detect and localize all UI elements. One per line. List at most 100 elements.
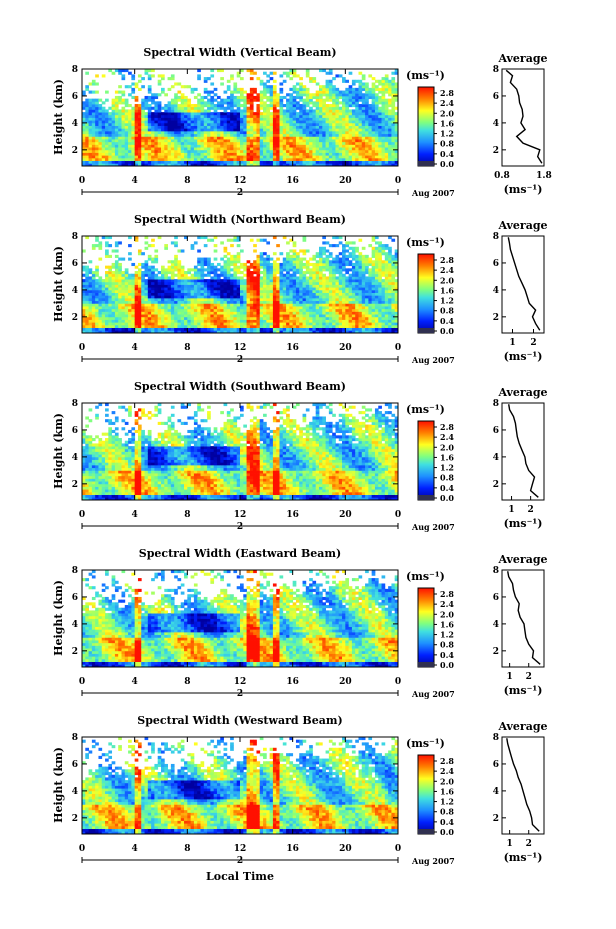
heatmap-cell	[249, 308, 254, 312]
heatmap-cell	[213, 279, 218, 283]
heatmap-cell	[85, 87, 89, 91]
heatmap-cell	[190, 133, 195, 137]
heatmap-cell	[295, 252, 300, 256]
heatmap-cell	[95, 308, 99, 312]
heatmap-cell	[190, 104, 195, 108]
heatmap-cell	[88, 157, 93, 162]
heatmap-cell	[249, 139, 254, 143]
heatmap-cell	[174, 109, 178, 113]
heatmap-cell	[210, 262, 215, 267]
heatmap-cell	[282, 128, 287, 132]
colorbar-tick-label: 0.8	[440, 139, 454, 149]
heatmap-cell	[295, 289, 300, 293]
heatmap-cell	[315, 303, 320, 307]
heatmap-cell	[286, 314, 290, 318]
heatmap-cell	[246, 133, 251, 137]
heatmap-cell	[332, 155, 336, 159]
heatmap-cell	[338, 324, 343, 329]
heatmap-cell	[95, 160, 99, 164]
heatmap-cell	[249, 128, 254, 132]
heatmap-cell	[88, 106, 93, 110]
heatmap-cell	[249, 104, 254, 108]
heatmap-cell	[111, 71, 116, 75]
heatmap-cell	[332, 308, 336, 312]
heatmap-cell	[246, 314, 251, 318]
heatmap-cell	[200, 284, 205, 288]
heatmap-cell	[332, 244, 336, 248]
heatmap-cell	[256, 155, 261, 159]
heatmap-cell	[345, 128, 350, 132]
heatmap-cell	[342, 327, 346, 331]
heatmap-cell	[207, 125, 211, 129]
heatmap-cell	[266, 292, 271, 296]
heatmap-cell	[141, 149, 145, 153]
heatmap-cell	[114, 254, 119, 258]
heatmap-cell	[342, 112, 346, 116]
heatmap-cell	[220, 289, 224, 293]
heatmap-cell	[108, 236, 113, 240]
heatmap-cell	[223, 308, 228, 312]
heatmap-cell	[305, 268, 310, 272]
heatmap-cell	[279, 311, 284, 315]
heatmap-cell	[266, 79, 271, 83]
heatmap-cell	[147, 289, 152, 293]
heatmap-cell	[131, 106, 136, 110]
heatmap-cell	[259, 314, 264, 318]
heatmap-cell	[368, 160, 373, 164]
heatmap-cell	[137, 327, 142, 331]
heatmap-cell	[197, 139, 201, 143]
heatmap-cell	[210, 130, 215, 135]
heatmap-cell	[322, 308, 326, 312]
heatmap-cell	[187, 125, 192, 129]
heatmap-cell	[98, 276, 103, 280]
heatmap-cell	[312, 271, 317, 275]
heatmap-cell	[108, 112, 113, 116]
heatmap-cell	[374, 114, 379, 118]
heatmap-cell	[200, 281, 205, 285]
heatmap-cell	[355, 114, 359, 118]
heatmap-cell	[161, 147, 165, 151]
heatmap-cell	[282, 262, 287, 267]
heatmap-cell	[388, 125, 392, 129]
heatmap-cell	[374, 155, 379, 159]
heatmap-cell	[276, 244, 280, 248]
heatmap-cell	[124, 69, 129, 73]
heatmap-cell	[272, 104, 277, 108]
heatmap-cell	[282, 114, 287, 118]
heatmap-cell	[197, 271, 201, 275]
heatmap-cell	[325, 254, 330, 258]
heatmap-cell	[164, 306, 168, 310]
heatmap-cell	[305, 281, 310, 285]
heatmap-cell	[177, 141, 182, 145]
heatmap-cell	[253, 265, 257, 269]
heatmap-cell	[174, 327, 178, 331]
heatmap-cell	[128, 114, 132, 118]
heatmap-cell	[95, 82, 99, 86]
heatmap-cell	[164, 139, 168, 143]
heatmap-cell	[368, 133, 373, 137]
heatmap-cell	[269, 139, 274, 143]
heatmap-cell	[111, 101, 116, 105]
heatmap-cell	[263, 279, 267, 283]
heatmap-cell	[391, 112, 396, 116]
heatmap-cell	[309, 271, 313, 275]
heatmap-cell	[332, 160, 336, 164]
heatmap-cell	[82, 128, 86, 132]
heatmap-cell	[263, 71, 267, 75]
heatmap-cell	[243, 128, 247, 132]
heatmap-cell	[249, 147, 254, 151]
heatmap-cell	[348, 114, 353, 118]
heatmap-cell	[141, 273, 145, 277]
heatmap-cell	[164, 303, 168, 307]
heatmap-cell	[289, 117, 294, 121]
heatmap-cell	[322, 273, 326, 277]
heatmap-cell	[118, 287, 122, 291]
heatmap-cell	[243, 284, 247, 288]
heatmap-cell	[141, 252, 145, 256]
heatmap-cell	[302, 152, 307, 156]
heatmap-cell	[299, 289, 303, 293]
heatmap-cell	[137, 125, 142, 129]
heatmap-cell	[361, 77, 366, 81]
heatmap-cell	[174, 273, 178, 277]
heatmap-cell	[276, 257, 280, 261]
